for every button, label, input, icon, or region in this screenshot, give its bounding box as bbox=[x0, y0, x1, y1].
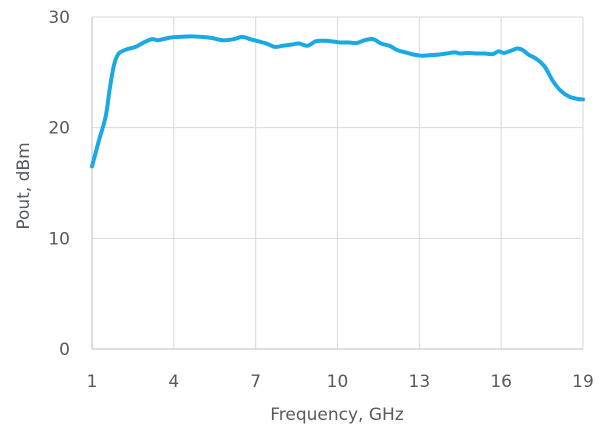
x-tick-label: 7 bbox=[250, 372, 261, 392]
y-tick-label: 10 bbox=[48, 229, 70, 249]
x-tick-label: 1 bbox=[87, 372, 98, 392]
y-axis-title: Pout, dBm bbox=[14, 142, 34, 229]
x-tick-label: 16 bbox=[490, 372, 512, 392]
y-tick-label: 0 bbox=[59, 340, 70, 360]
x-tick-label: 19 bbox=[572, 372, 594, 392]
series-line bbox=[90, 34, 585, 169]
axes bbox=[91, 17, 583, 350]
gridlines bbox=[92, 16, 584, 349]
y-tick-label: 30 bbox=[48, 8, 70, 28]
tick-labels: 0 10 20 30 1 4 7 10 13 16 19 bbox=[48, 8, 593, 392]
series-group bbox=[90, 34, 585, 169]
y-tick-label: 20 bbox=[48, 119, 70, 139]
x-tick-label: 4 bbox=[168, 372, 179, 392]
x-tick-label: 10 bbox=[327, 372, 349, 392]
x-tick-label: 13 bbox=[409, 372, 431, 392]
x-axis-title: Frequency, GHz bbox=[270, 405, 404, 425]
